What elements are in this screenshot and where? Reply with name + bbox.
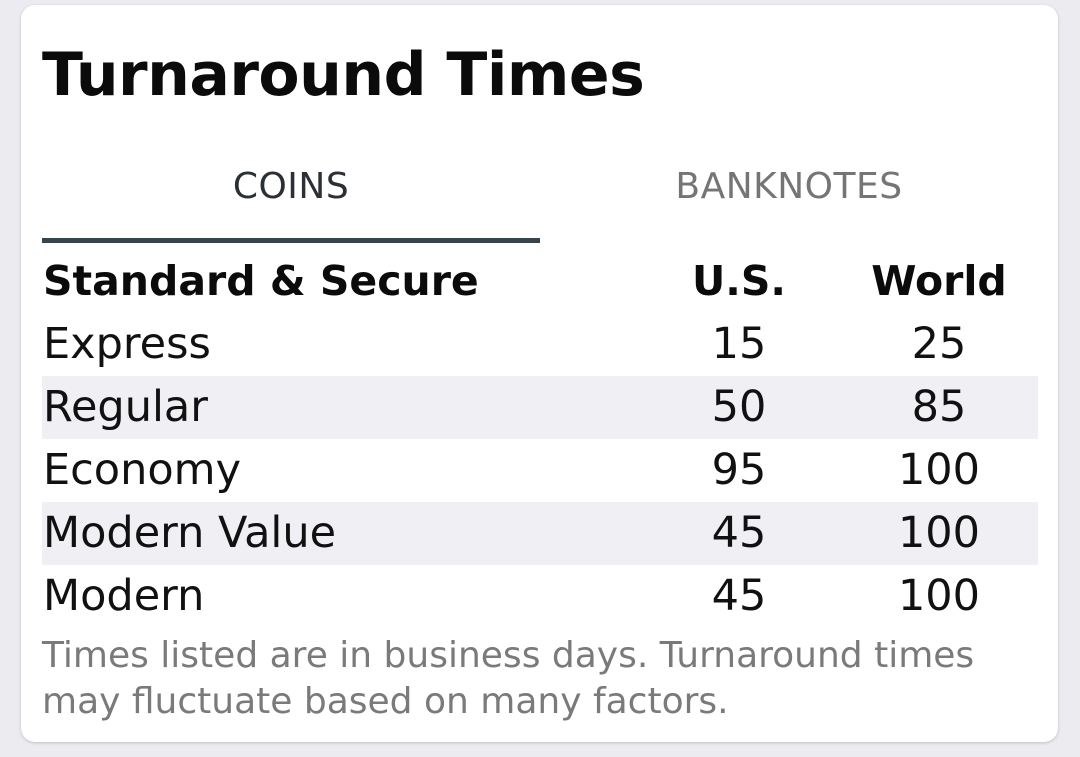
row-us-days: 50 [711, 382, 767, 432]
tab-banknotes[interactable]: BANKNOTES [540, 155, 1038, 249]
turnaround-table: Standard & Secure U.S. World Express 15 … [42, 250, 1038, 628]
column-header-us: U.S. [692, 257, 786, 305]
column-header-world: World [871, 257, 1007, 305]
tab-coins[interactable]: COINS [42, 155, 540, 249]
row-world-days: 100 [897, 571, 981, 621]
row-service-name: Economy [43, 445, 242, 495]
row-service-name: Modern [43, 571, 205, 621]
row-service-name: Regular [43, 382, 208, 432]
tab-coins-label: COINS [232, 166, 350, 207]
table-row: Modern 45 100 [42, 565, 1038, 628]
row-world-days: 85 [911, 382, 967, 432]
tab-selected-indicator [42, 238, 540, 243]
table-header-row: Standard & Secure U.S. World [42, 250, 1038, 313]
turnaround-times-card: Turnaround Times COINS BANKNOTES Standar… [21, 5, 1058, 742]
table-row: Economy 95 100 [42, 439, 1038, 502]
card-title: Turnaround Times [42, 40, 645, 110]
row-world-days: 100 [897, 508, 981, 558]
row-us-days: 95 [711, 445, 767, 495]
row-service-name: Modern Value [43, 508, 337, 558]
row-service-name: Express [43, 319, 211, 369]
footnote-text: Times listed are in business days. Turna… [42, 635, 975, 722]
table-row: Modern Value 45 100 [42, 502, 1038, 565]
row-us-days: 45 [711, 508, 767, 558]
tab-bar: COINS BANKNOTES [42, 155, 1038, 249]
row-us-days: 15 [711, 319, 767, 369]
table-row: Express 15 25 [42, 313, 1038, 376]
tab-banknotes-label: BANKNOTES [675, 166, 903, 207]
row-world-days: 25 [911, 319, 967, 369]
row-world-days: 100 [897, 445, 981, 495]
row-us-days: 45 [711, 571, 767, 621]
table-row: Regular 50 85 [42, 376, 1038, 439]
column-header-service: Standard & Secure [43, 257, 479, 305]
